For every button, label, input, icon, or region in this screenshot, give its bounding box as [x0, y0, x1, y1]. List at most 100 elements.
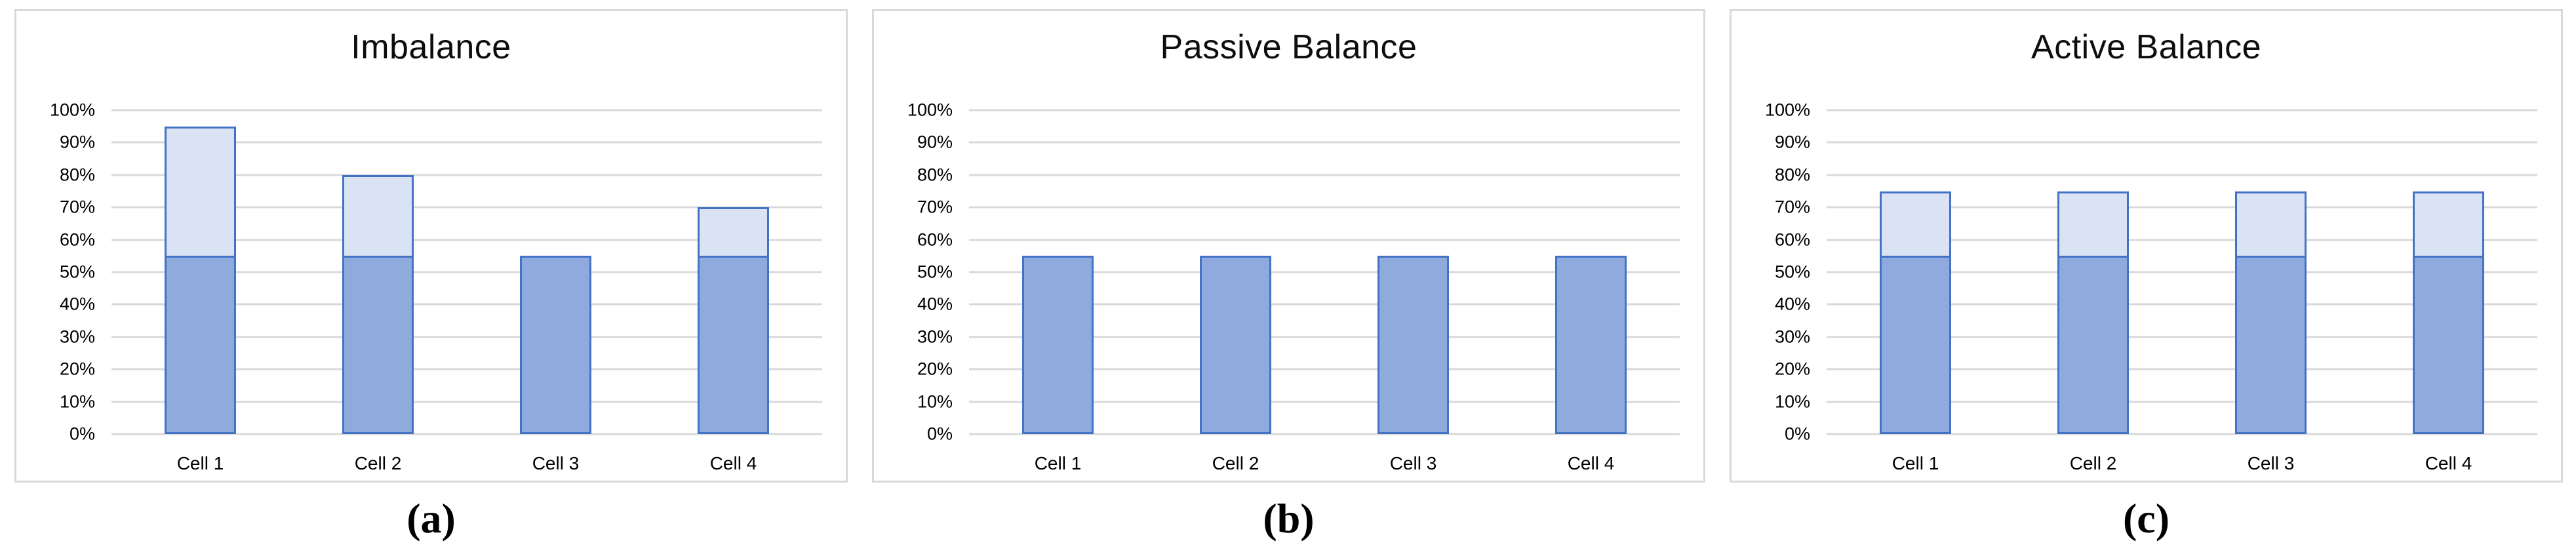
gridline — [1827, 271, 2537, 273]
plot-area — [969, 109, 1680, 435]
gridline — [1827, 206, 2537, 209]
x-tick-label: Cell 1 — [1034, 453, 1082, 473]
bar-category — [111, 110, 289, 434]
gridline — [111, 239, 822, 241]
plot-area — [111, 109, 822, 435]
bar-category — [289, 110, 467, 434]
x-tick-label: Cell 2 — [2069, 453, 2117, 473]
y-tick-label: 20% — [1774, 359, 1810, 379]
y-tick-label: 40% — [1774, 294, 1810, 314]
gridline — [969, 336, 1680, 338]
y-tick-label: 30% — [1774, 327, 1810, 347]
x-tick-label: Cell 1 — [1892, 453, 1939, 473]
gridline — [1827, 401, 2537, 403]
gridline — [969, 271, 1680, 273]
y-tick-label: 70% — [1774, 197, 1810, 217]
chart-plot: 0% 10% 20% 30% 40% 50% 60% 70% 80% 90% 100% Cell 1… — [16, 11, 846, 481]
bar-segment-lower-segment — [698, 256, 769, 434]
plot-area — [1827, 109, 2537, 435]
y-tick-label: 50% — [1774, 262, 1810, 282]
bar-segment-lower-segment — [520, 256, 591, 434]
y-tick-label: 60% — [917, 229, 953, 250]
bar-category — [969, 110, 1147, 434]
chart-plot: 0% 10% 20% 30% 40% 50% 60% 70% 80% 90% 100% Cell 1… — [1732, 11, 2561, 481]
y-tick-label: 20% — [917, 359, 953, 379]
gridline — [1827, 174, 2537, 176]
x-axis: Cell 1 Cell 2 Cell 3 Cell 4 — [969, 449, 1680, 478]
gridline — [111, 336, 822, 338]
y-tick-label: 30% — [917, 327, 953, 347]
x-tick-label: Cell 3 — [1389, 453, 1437, 473]
bar-segment-lower-segment — [1022, 256, 1094, 434]
bar-segment-upper-segment — [2235, 191, 2307, 256]
y-tick-label: 80% — [59, 165, 95, 185]
x-axis: Cell 1 Cell 2 Cell 3 Cell 4 — [111, 449, 822, 478]
y-tick-label: 40% — [59, 294, 95, 314]
gridline — [111, 368, 822, 370]
gridline — [111, 141, 822, 144]
figure-caption-c: (c) — [2122, 494, 2170, 542]
bar-segment-upper-segment — [2413, 191, 2484, 256]
figure-caption-a: (a) — [406, 494, 456, 542]
gridline — [1827, 109, 2537, 111]
y-axis: 0% 10% 20% 30% 40% 50% 60% 70% 80% 90% 100% — [874, 100, 953, 444]
caption-row: (c) — [1730, 483, 2563, 558]
y-tick-label: 0% — [1784, 424, 1810, 444]
x-tick-label: Cell 4 — [709, 453, 757, 473]
gridline — [111, 401, 822, 403]
y-tick-label: 90% — [59, 132, 95, 152]
bar-segment-lower-segment — [2057, 256, 2129, 434]
caption-row: (b) — [872, 483, 1705, 558]
bar-segment-lower-segment — [165, 256, 236, 434]
gridline — [969, 109, 1680, 111]
y-tick-label: 90% — [917, 132, 953, 152]
bars-row — [1827, 110, 2537, 434]
gridline — [1827, 239, 2537, 241]
chart-panel-passive-balance: Passive Balance 0% 10% 20% 30% 40% 50% 60% 70% 8… — [872, 9, 1705, 483]
x-tick-label: Cell 1 — [176, 453, 224, 473]
gridline — [1827, 141, 2537, 144]
bar-category — [1502, 110, 1680, 434]
y-tick-label: 30% — [59, 327, 95, 347]
y-tick-label: 100% — [907, 100, 953, 120]
y-tick-label: 80% — [917, 165, 953, 185]
y-tick-label: 50% — [917, 262, 953, 282]
x-tick-label: Cell 4 — [1567, 453, 1615, 473]
y-tick-label: 10% — [59, 391, 95, 412]
y-tick-label: 80% — [1774, 165, 1810, 185]
y-tick-label: 70% — [917, 197, 953, 217]
y-tick-label: 0% — [69, 424, 95, 444]
bar-segment-lower-segment — [342, 256, 414, 434]
x-tick-label: Cell 3 — [532, 453, 580, 473]
bar-segment-upper-segment — [1880, 191, 1951, 256]
bar-segment-lower-segment — [1880, 256, 1951, 434]
chart-title: Imbalance — [351, 28, 511, 66]
x-tick-label: Cell 2 — [1212, 453, 1259, 473]
bar-category — [644, 110, 822, 434]
bar-segment-lower-segment — [2235, 256, 2307, 434]
bar-segment-upper-segment — [698, 207, 769, 256]
figure-caption-b: (b) — [1263, 494, 1315, 542]
x-tick-label: Cell 3 — [2247, 453, 2295, 473]
chart-group-active-balance: Active Balance 0% 10% 20% 30% 40% 50% 60% 70% 80… — [1730, 9, 2563, 558]
gridline — [969, 368, 1680, 370]
chart-title: Active Balance — [2031, 28, 2261, 66]
gridline — [969, 174, 1680, 176]
bar-segment-upper-segment — [342, 174, 414, 256]
bar-segment-lower-segment — [2413, 256, 2484, 434]
bar-segment-upper-segment — [2057, 191, 2129, 256]
bar-segment-lower-segment — [1200, 256, 1271, 434]
y-tick-label: 0% — [926, 424, 953, 444]
chart-plot: 0% 10% 20% 30% 40% 50% 60% 70% 80% 90% 100% Cell 1… — [874, 11, 1703, 481]
gridline — [969, 239, 1680, 241]
gridline — [969, 401, 1680, 403]
bar-segment-lower-segment — [1377, 256, 1449, 434]
gridline — [969, 206, 1680, 209]
y-tick-label: 100% — [49, 100, 95, 120]
y-tick-label: 20% — [59, 359, 95, 379]
bars-row — [969, 110, 1680, 434]
gridline — [1827, 336, 2537, 338]
gridline — [111, 433, 822, 435]
x-tick-label: Cell 2 — [354, 453, 402, 473]
y-tick-label: 50% — [59, 262, 95, 282]
